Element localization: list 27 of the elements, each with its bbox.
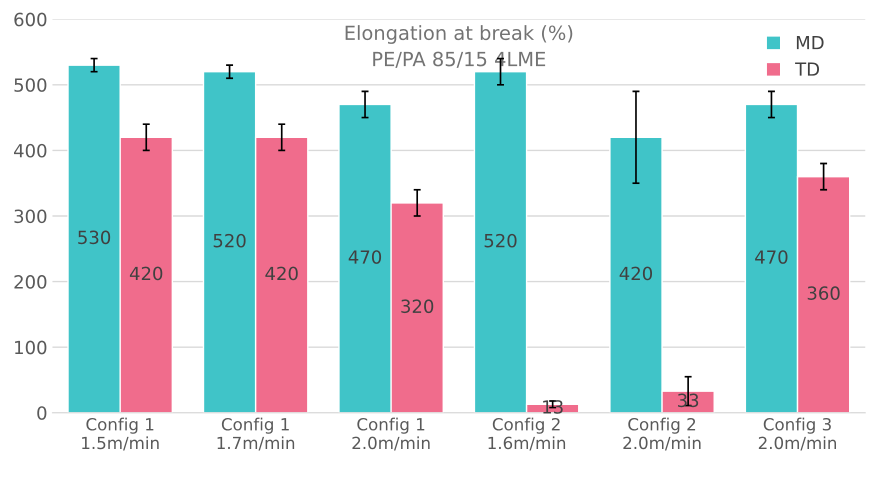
data-label: 420 <box>265 266 298 280</box>
data-label: 520 <box>214 234 246 248</box>
legend-label: MD <box>796 36 824 50</box>
data-label: 470 <box>755 250 788 264</box>
y-tick-label: 0 <box>37 406 46 420</box>
text: PE/PA 85/15 4LME <box>373 52 546 68</box>
y-tick-label: 200 <box>14 275 46 289</box>
data-label: 420 <box>130 266 162 280</box>
data-label: 520 <box>484 234 517 248</box>
data-label: 530 <box>78 230 110 244</box>
x-tick-label: Config 2 2.0m/min <box>623 418 701 451</box>
y-tick-label: 400 <box>14 144 46 158</box>
x-tick-label: Config 2 1.6m/min <box>488 418 566 451</box>
x-tick-label: Config 1 1.7m/min <box>218 418 294 451</box>
data-label: 470 <box>348 250 382 264</box>
y-tick-label: 600 <box>14 12 46 26</box>
y-tick-label: 500 <box>14 78 46 92</box>
legend-label: TD <box>795 62 820 76</box>
data-label: 360 <box>808 286 840 300</box>
x-tick-label: Config 1 1.5m/min <box>82 418 159 451</box>
x-tick-label: Config 3 2.0m/min <box>758 418 836 451</box>
data-label: 420 <box>620 266 652 280</box>
x-tick-label: Config 1 2.0m/min <box>352 418 430 451</box>
y-tick-label: 300 <box>14 209 46 224</box>
chart-title: Elongation at break (%) <box>346 25 572 44</box>
data-label: 320 <box>401 299 434 314</box>
y-tick-label: 100 <box>15 340 46 354</box>
